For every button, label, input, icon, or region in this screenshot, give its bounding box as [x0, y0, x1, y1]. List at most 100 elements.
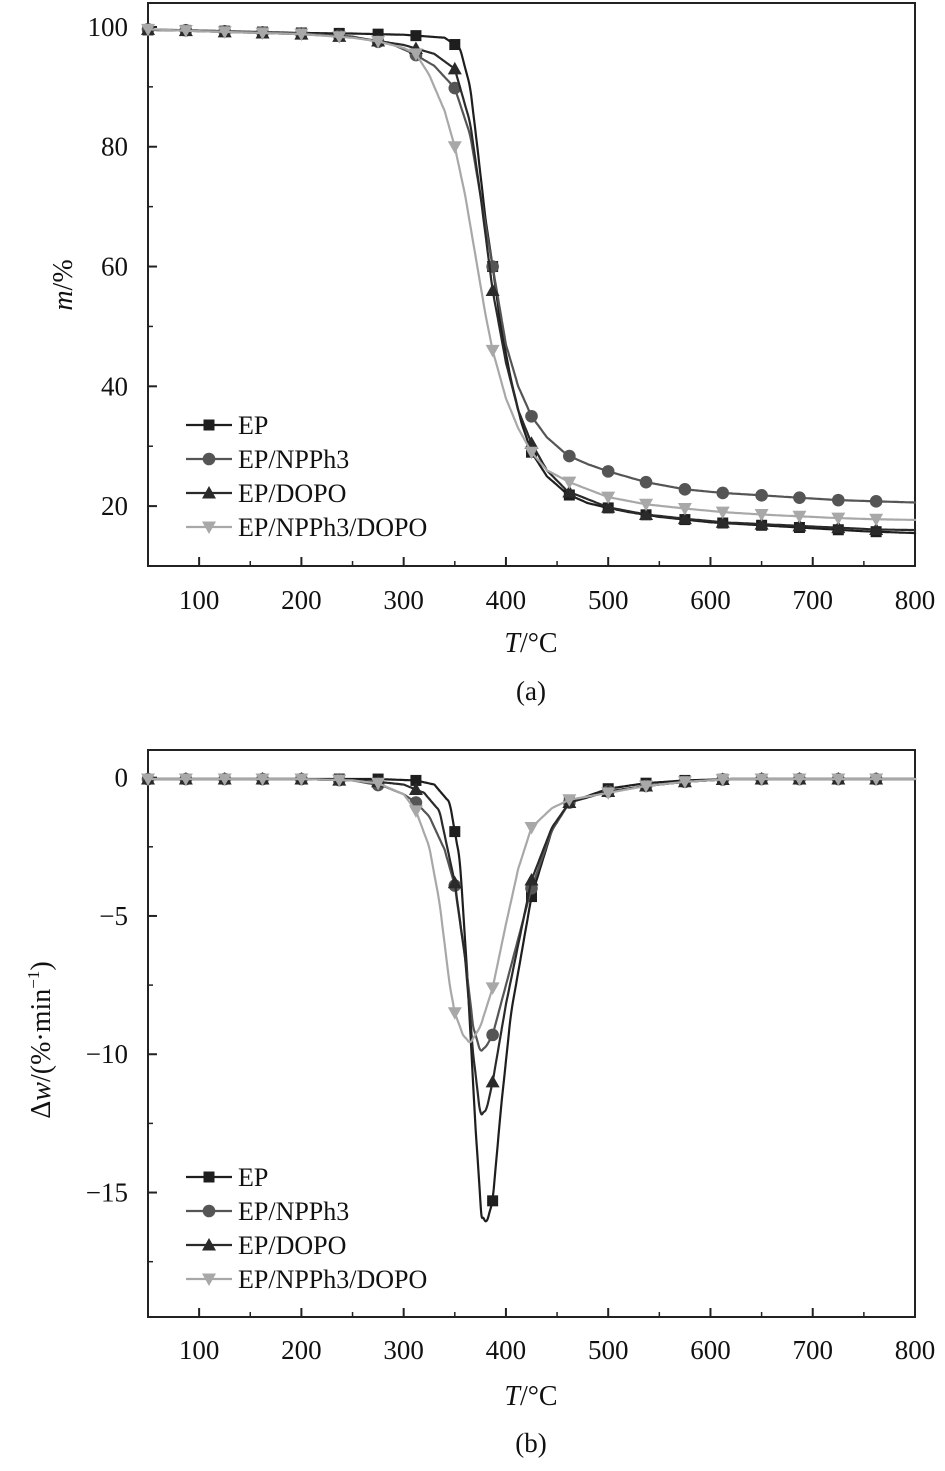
data-point [217, 773, 232, 787]
data-point [639, 498, 654, 512]
legend-label: EP/NPPh3/DOPO [238, 1265, 427, 1294]
data-point [178, 25, 193, 38]
data-point [869, 522, 884, 535]
data-point [831, 520, 846, 534]
data-point [487, 1195, 499, 1207]
x-tick-label: 700 [792, 1335, 833, 1365]
data-point [754, 773, 769, 787]
data-point [294, 28, 309, 42]
data-point [562, 484, 577, 498]
data-point [141, 23, 155, 37]
data-point [639, 475, 653, 489]
legend-label: EP [238, 1163, 268, 1192]
x-tick-label: 200 [281, 1335, 322, 1365]
x-tick-label: 400 [486, 585, 527, 615]
data-point [141, 773, 155, 787]
x-tick-label: 500 [588, 1335, 629, 1365]
data-point [526, 891, 537, 903]
data-point [449, 39, 461, 51]
legend-marker [202, 1273, 216, 1286]
chart-a-legend: EP EP/NPPh3 EP/DOPO EP/NPPh3/DOPO [186, 411, 427, 542]
data-point [178, 773, 193, 787]
y-tick-label: −15 [86, 1178, 128, 1208]
chart-a-plot [141, 22, 917, 538]
x-tick-label: 200 [281, 585, 322, 615]
data-point [371, 777, 386, 791]
data-point [754, 517, 769, 530]
data-point [524, 821, 539, 835]
data-point [677, 511, 692, 525]
data-point [408, 782, 423, 796]
legend-label: EP/NPPh3 [238, 1197, 349, 1226]
x-tick-label: 700 [792, 585, 833, 615]
chart-a-xlabel: T/°C [504, 628, 557, 659]
data-point [754, 508, 769, 522]
legend-marker [203, 1171, 215, 1183]
series-line-ep-npph3-dopo [148, 777, 917, 1044]
data-point [486, 1028, 499, 1042]
data-point [294, 773, 309, 787]
data-point [831, 773, 846, 787]
data-point [332, 31, 347, 44]
data-point [371, 35, 386, 49]
x-tick-label: 300 [383, 585, 424, 615]
x-tick-label: 800 [895, 585, 936, 615]
data-point [792, 773, 807, 787]
legend-label: EP/DOPO [238, 479, 346, 508]
legend-marker [202, 1204, 216, 1218]
data-point [715, 506, 730, 520]
chart-b: 100 200 300 400 500 600 700 800 0 −5 −10 −15 EP EP/N… [24, 749, 935, 1458]
x-tick-label: 600 [690, 1335, 731, 1365]
data-point [716, 486, 730, 500]
data-point [410, 774, 422, 786]
x-tick-label: 100 [179, 1335, 220, 1365]
chart-a-tick-labels: 100 200 300 400 500 600 700 800 20 40 60 80 100 [88, 12, 936, 615]
data-point [447, 61, 462, 75]
legend-label: EP/NPPh3 [238, 445, 349, 474]
chart-b-xlabel: T/°C [504, 1381, 557, 1412]
y-tick-label: 40 [101, 371, 128, 401]
data-point [831, 512, 846, 526]
data-point [332, 774, 347, 788]
x-tick-label: 100 [179, 585, 220, 615]
data-point [715, 515, 730, 528]
series-line-ep [148, 777, 917, 1223]
data-point [447, 1007, 462, 1020]
x-tick-label: 500 [588, 585, 629, 615]
data-point [677, 776, 692, 789]
y-tick-label: −10 [86, 1039, 128, 1069]
data-point [601, 465, 615, 478]
data-point [792, 510, 807, 524]
data-point [639, 780, 654, 793]
data-point [793, 491, 806, 505]
data-point [485, 283, 500, 296]
data-point [485, 1074, 500, 1088]
x-tick-label: 400 [486, 1335, 527, 1365]
chart-b-frame [147, 749, 916, 1318]
legend-label: EP/DOPO [238, 1231, 346, 1260]
y-tick-label: 80 [101, 132, 128, 162]
y-tick-label: 20 [101, 491, 128, 521]
data-point [601, 500, 616, 513]
chart-b-plot [141, 772, 917, 1223]
data-point [449, 826, 461, 838]
y-tick-label: 0 [115, 763, 129, 793]
data-point [869, 773, 884, 787]
data-point [410, 30, 422, 42]
legend-label: EP/NPPh3/DOPO [238, 513, 427, 542]
data-point [217, 26, 232, 39]
legend-marker [203, 419, 215, 431]
data-point [563, 449, 576, 463]
data-point [755, 489, 768, 502]
data-point [447, 141, 462, 154]
data-point [562, 476, 577, 490]
data-point [792, 518, 807, 532]
legend-label: EP [238, 411, 268, 440]
data-point [869, 495, 883, 508]
data-point [448, 81, 462, 95]
data-point [524, 872, 539, 886]
x-tick-label: 300 [383, 1335, 424, 1365]
data-point [485, 344, 500, 358]
chart-b-tick-labels: 100 200 300 400 500 600 700 800 0 −5 −10 −15 [86, 763, 935, 1365]
